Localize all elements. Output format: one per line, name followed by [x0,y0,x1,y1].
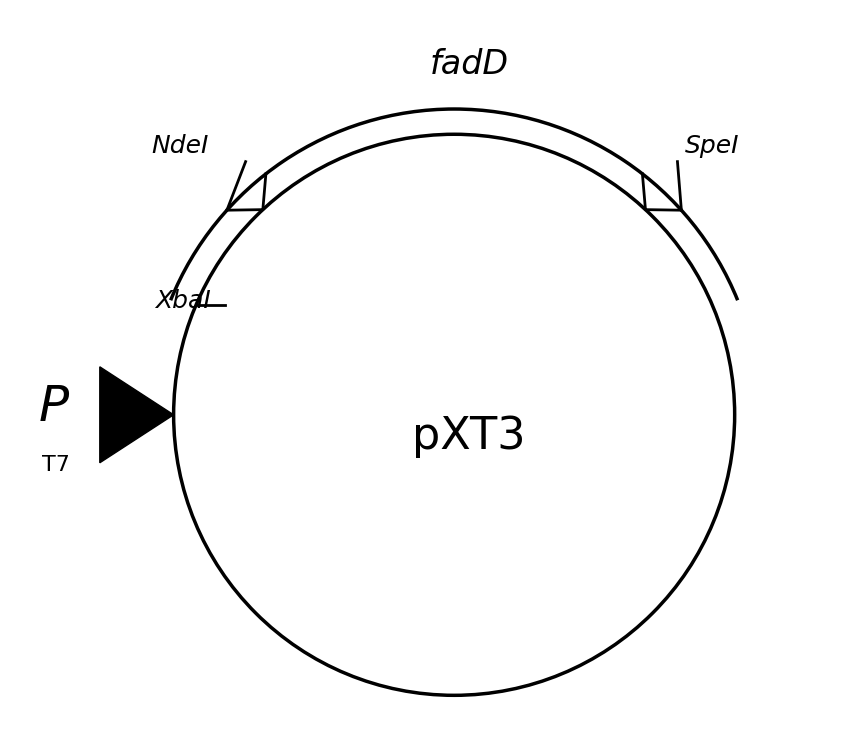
Text: $\mathit{P}$: $\mathit{P}$ [38,383,70,431]
Text: NdeI: NdeI [151,134,209,158]
Text: pXT3: pXT3 [412,416,525,459]
Text: fadD: fadD [429,48,509,82]
Polygon shape [100,367,174,463]
Text: XbaI: XbaI [155,290,211,313]
Text: SpeI: SpeI [685,134,740,158]
Text: T7: T7 [42,456,70,476]
